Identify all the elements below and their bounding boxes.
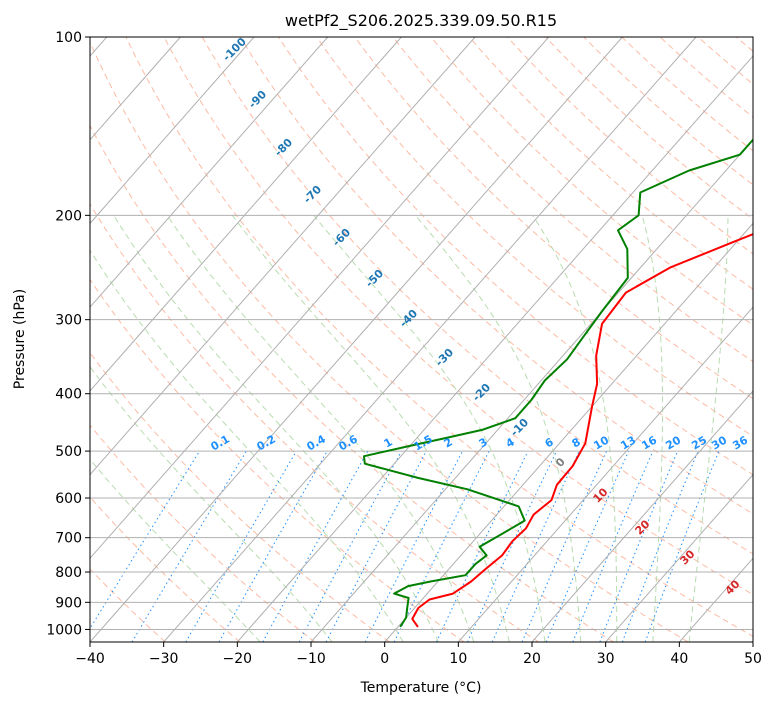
y-tick-label: 600 [55, 491, 82, 507]
series-layer [364, 37, 775, 627]
moist-adiabat [689, 215, 728, 642]
mixing-ratio-line [436, 451, 528, 642]
moist-adiabat-label: 0 [553, 455, 568, 470]
dry-adiabat [0, 37, 389, 642]
y-tick-label: 800 [55, 565, 82, 581]
y-tick-label: 200 [55, 208, 82, 224]
dry-adiabat [279, 37, 775, 642]
dry-adiabat [317, 37, 775, 642]
moist-adiabat-label: 40 [723, 577, 743, 597]
y-tick-label: 500 [55, 444, 82, 460]
moist-adiabat-label: 20 [633, 517, 653, 537]
x-tick-label: 40 [670, 651, 688, 667]
mixing-ratio-label: 13 [618, 434, 638, 453]
chart-title: wetPf2_S206.2025.339.09.50.R15 [285, 11, 557, 31]
dry-adiabat-label: -80 [272, 136, 295, 159]
x-axis-title: Temperature (°C) [360, 680, 482, 696]
isotherm-line [0, 37, 254, 642]
mixing-ratio-label: 30 [709, 433, 729, 452]
dry-adiabat-label: -50 [363, 267, 386, 290]
dewpoint-line [364, 37, 775, 627]
y-tick-label: 100 [55, 30, 82, 46]
moist-adiabat [533, 215, 617, 642]
dry-adiabat-label: -60 [330, 226, 353, 249]
moist-adiabat [0, 215, 332, 642]
dry-adiabat [355, 37, 775, 642]
isotherm-line [0, 37, 401, 642]
mixing-ratio-label: 20 [663, 433, 683, 452]
mixing-ratio-line [326, 451, 426, 642]
isotherm-line [753, 37, 775, 642]
mixing-ratio-line [492, 451, 579, 642]
dry-adiabat-label: -20 [470, 381, 493, 404]
dry-adiabat [698, 37, 775, 642]
isotherm-line [532, 37, 775, 642]
dry-adiabat [50, 37, 614, 642]
mixing-ratio-label: 0.6 [337, 432, 361, 453]
x-tick-label: −30 [149, 651, 179, 667]
plot-frame [90, 37, 753, 642]
dry-adiabat-label: -40 [397, 307, 420, 330]
dry-adiabat [736, 37, 775, 642]
dry-adiabat [660, 37, 775, 642]
mixing-ratio-label: 25 [689, 434, 709, 453]
mixing-ratio-line [622, 451, 698, 642]
isotherm-line [0, 37, 328, 642]
dry-adiabat [0, 37, 315, 642]
isotherm-line [679, 37, 775, 642]
mixing-ratio-line [219, 451, 327, 642]
x-tick-label: 0 [380, 651, 389, 667]
mixing-ratio-label: 1.5 [412, 432, 435, 453]
moist-adiabat [69, 215, 403, 642]
mixing-ratio-line [263, 451, 368, 642]
mixing-ratio-line [600, 451, 678, 642]
mixing-ratio-label: 0.1 [209, 432, 232, 453]
isotherm-line [385, 37, 775, 642]
dry-adiabat [469, 37, 775, 642]
y-tick-label: 400 [55, 387, 82, 403]
mixing-ratio-label: 8 [570, 435, 583, 450]
x-tick-label: 50 [744, 651, 762, 667]
mixing-ratio-label: 1 [382, 435, 395, 450]
mixing-ratio-label: 16 [639, 433, 659, 452]
mixing-ratio-label: 6 [543, 435, 556, 450]
grid-layer [0, 37, 775, 642]
x-tick-label: −40 [75, 651, 105, 667]
y-tick-label: 1000 [46, 622, 82, 638]
mixing-ratio-label: 36 [730, 433, 750, 452]
moist-adiabat [167, 215, 474, 642]
y-tick-label: 300 [55, 313, 82, 329]
isotherm-line [90, 37, 622, 642]
mixing-ratio-label: 3 [477, 435, 490, 450]
moist-adiabat [114, 215, 439, 642]
mixing-ratio-line [645, 451, 719, 642]
isotherm-line [16, 37, 548, 642]
dry-adiabat-label: -30 [433, 346, 456, 369]
x-tick-label: 10 [449, 651, 467, 667]
y-tick-label: 900 [55, 595, 82, 611]
mixing-ratio-line [82, 451, 200, 642]
mixing-ratio-label: 2 [442, 435, 455, 450]
mixing-ratio-line [394, 451, 489, 642]
y-axis-title: Pressure (hPa) [12, 289, 28, 389]
mixing-ratio-label: 10 [591, 433, 611, 452]
x-tick-label: −10 [296, 651, 326, 667]
mixing-ratio-label: 0.4 [305, 432, 329, 453]
dry-adiabat [0, 37, 464, 642]
x-tick-label: −20 [223, 651, 253, 667]
dry-adiabat [393, 37, 775, 642]
y-tick-label: 700 [55, 531, 82, 547]
x-tick-label: 20 [523, 651, 541, 667]
moist-adiabat [642, 215, 662, 642]
x-tick-label: 30 [597, 651, 615, 667]
dry-adiabat [507, 37, 775, 642]
